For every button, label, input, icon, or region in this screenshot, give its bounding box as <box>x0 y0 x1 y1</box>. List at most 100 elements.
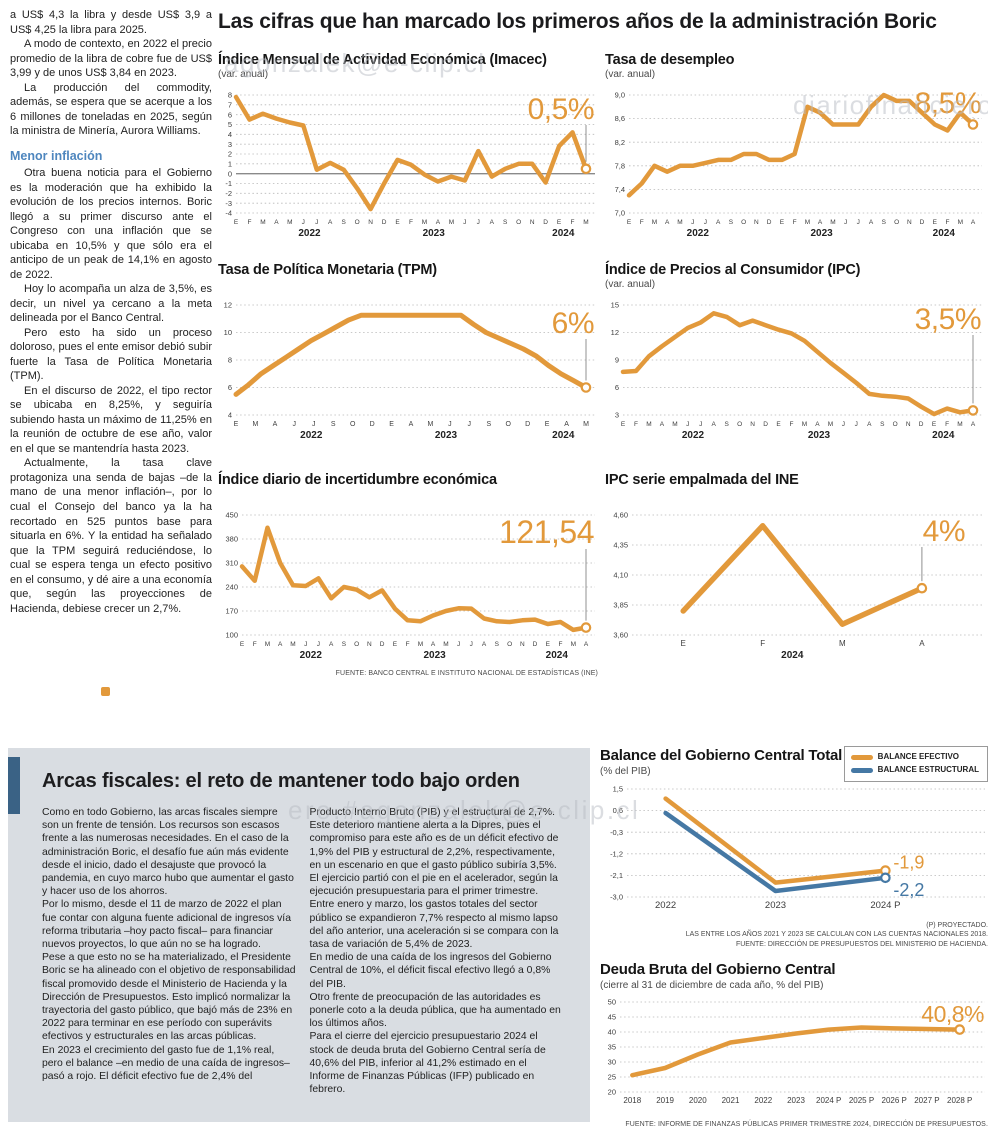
chart-subtitle: (var. anual) <box>605 69 656 81</box>
svg-text:O: O <box>741 219 746 226</box>
svg-text:A: A <box>971 219 976 226</box>
svg-text:O: O <box>350 421 356 428</box>
svg-text:O: O <box>354 641 359 648</box>
chart-ipc: Índice de Precios al Consumidor (IPC) (v… <box>605 262 985 448</box>
chart-title: IPC serie empalmada del INE <box>605 472 799 488</box>
chart-incertidumbre: Índice diario de incertidumbre económica… <box>218 472 598 677</box>
svg-text:4%: 4% <box>923 515 965 548</box>
svg-text:-0,3: -0,3 <box>610 828 623 837</box>
svg-text:S: S <box>331 421 336 428</box>
svg-text:3,5%: 3,5% <box>915 303 981 336</box>
svg-text:30: 30 <box>608 1057 616 1066</box>
chart-balance: Balance del Gobierno Central Total (% de… <box>600 746 988 949</box>
svg-text:J: J <box>470 641 473 648</box>
svg-text:2023: 2023 <box>423 228 446 239</box>
svg-text:N: N <box>750 421 755 428</box>
svg-text:M: M <box>422 219 427 226</box>
svg-text:A: A <box>869 219 874 226</box>
legend-swatch-icon <box>850 767 873 773</box>
svg-text:3: 3 <box>228 140 232 149</box>
svg-text:D: D <box>920 219 925 226</box>
svg-text:N: N <box>906 421 911 428</box>
svg-text:M: M <box>427 421 433 428</box>
svg-text:S: S <box>342 219 347 226</box>
article-end-icon <box>101 687 110 696</box>
svg-text:A: A <box>660 421 665 428</box>
svg-text:D: D <box>533 641 538 648</box>
svg-text:F: F <box>571 219 575 226</box>
svg-text:E: E <box>776 421 781 428</box>
article-inflation: Otra buena noticia para el Gobierno es l… <box>10 166 212 616</box>
svg-text:M: M <box>418 641 423 648</box>
svg-text:-4: -4 <box>225 209 232 218</box>
svg-text:2020: 2020 <box>689 1096 707 1105</box>
svg-text:D: D <box>382 219 387 226</box>
svg-text:A: A <box>815 421 820 428</box>
svg-text:O: O <box>355 219 360 226</box>
svg-text:E: E <box>546 641 551 648</box>
svg-text:F: F <box>248 219 252 226</box>
svg-text:M: M <box>583 219 588 226</box>
svg-text:J: J <box>699 421 702 428</box>
svg-text:J: J <box>457 641 460 648</box>
svg-text:-1,2: -1,2 <box>610 849 623 858</box>
chart-source: FUENTE: INFORME DE FINANZAS PÚBLICAS PRI… <box>625 1120 988 1128</box>
chart-plot: 4,60 4,35 4,10 3,85 3,60 E F M A 2024 4% <box>605 503 985 668</box>
svg-text:E: E <box>395 219 400 226</box>
svg-text:D: D <box>919 421 924 428</box>
accent-bar <box>8 757 20 814</box>
svg-text:A: A <box>665 219 670 226</box>
svg-text:F: F <box>406 641 410 648</box>
chart-plot: 12 10 8 6 4 E M A J J S O D E A M J J S O D E A M 2022 2023 2024 6% <box>218 293 598 448</box>
svg-text:M: M <box>583 421 589 428</box>
chart-plot: 1,5 0,6 -0,3 -1,2 -2,1 -3,0 2022 2023 2024 P -1,9… <box>600 781 988 920</box>
article-paragraph: Actualmente, la tasa clave protagoniza u… <box>10 457 212 615</box>
svg-text:-1: -1 <box>225 179 232 188</box>
svg-text:2022: 2022 <box>300 650 323 661</box>
chart-title: Índice diario de incertidumbre económica <box>218 472 497 488</box>
svg-text:N: N <box>530 219 535 226</box>
svg-text:6: 6 <box>228 111 232 120</box>
svg-text:8,6: 8,6 <box>615 114 625 123</box>
svg-text:J: J <box>315 219 318 226</box>
svg-text:2023: 2023 <box>765 900 786 911</box>
fiscal-paragraph: El ejercicio partió con el pie en el ace… <box>309 873 559 951</box>
svg-text:A: A <box>328 219 333 226</box>
svg-text:A: A <box>273 421 278 428</box>
svg-text:J: J <box>293 421 297 428</box>
svg-text:J: J <box>844 219 847 226</box>
article-column: a US$ 4,3 la libra y desde US$ 3,9 a US$… <box>10 8 212 616</box>
svg-text:A: A <box>278 641 283 648</box>
svg-text:240: 240 <box>225 583 238 592</box>
svg-text:10: 10 <box>224 328 232 337</box>
chart-subtitle: (var. anual) <box>605 279 656 291</box>
svg-text:O: O <box>505 421 511 428</box>
svg-text:M: M <box>958 219 963 226</box>
chart-plot: 15 12 9 6 3 E F M A M J J A S O N D E F M A M J J A S O N D E F M A 2022 2… <box>605 293 985 448</box>
svg-text:4,35: 4,35 <box>613 541 628 550</box>
chart-subtitle <box>605 488 985 503</box>
svg-text:2022: 2022 <box>682 430 705 441</box>
svg-text:9: 9 <box>615 356 619 365</box>
svg-text:O: O <box>516 219 521 226</box>
svg-text:2024: 2024 <box>933 228 956 239</box>
svg-text:-2: -2 <box>225 189 232 198</box>
svg-text:380: 380 <box>225 535 238 544</box>
svg-text:1: 1 <box>228 160 232 169</box>
svg-text:2028 P: 2028 P <box>947 1096 972 1105</box>
svg-text:2024: 2024 <box>552 430 575 441</box>
svg-text:M: M <box>805 219 810 226</box>
svg-text:E: E <box>627 219 632 226</box>
svg-text:J: J <box>842 421 845 428</box>
svg-text:12: 12 <box>611 328 619 337</box>
svg-text:J: J <box>477 219 480 226</box>
svg-text:O: O <box>507 641 512 648</box>
svg-text:M: M <box>677 219 682 226</box>
fiscal-paragraph: Por lo mismo, desde el 11 de marzo de 20… <box>42 899 291 951</box>
svg-text:S: S <box>503 219 508 226</box>
fiscal-columns: Como en todo Gobierno, las arcas fiscale… <box>8 793 590 1096</box>
svg-text:F: F <box>760 639 765 648</box>
chart-title: Tasa de desempleo <box>605 52 735 68</box>
svg-text:F: F <box>946 219 950 226</box>
